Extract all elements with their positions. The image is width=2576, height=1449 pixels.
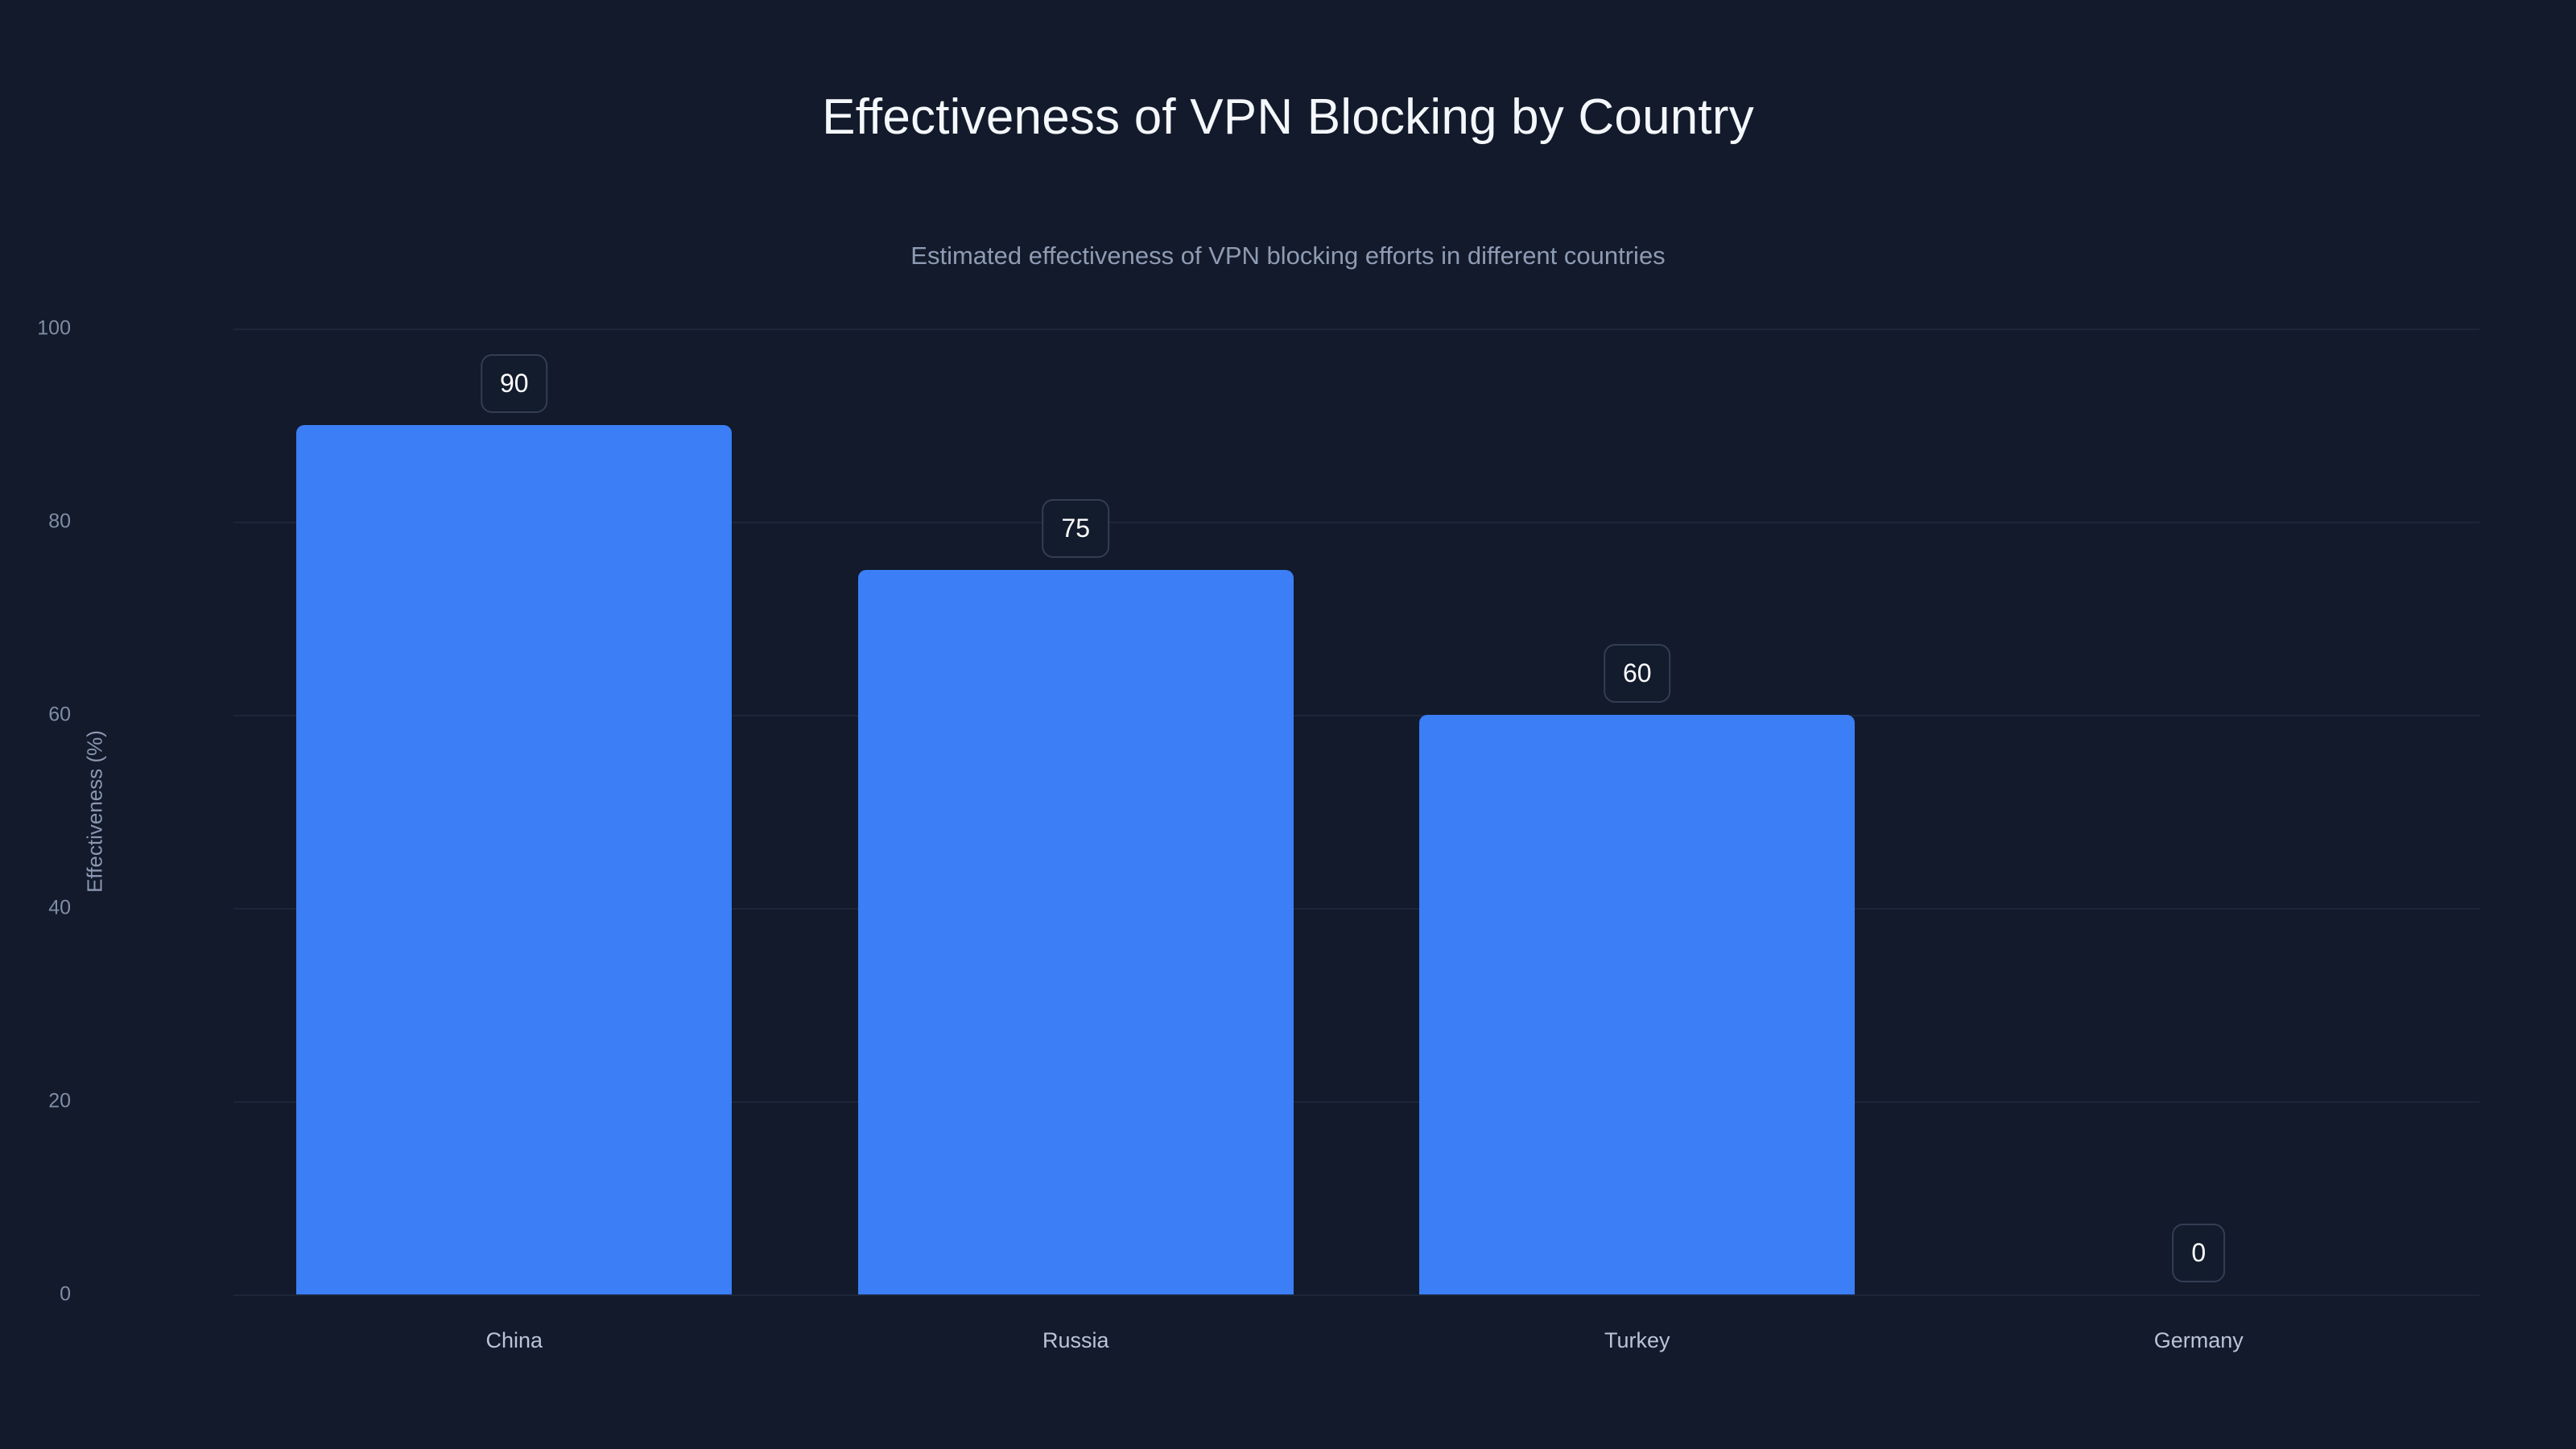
x-axis-label-russia: Russia (1042, 1328, 1109, 1352)
value-label-turkey: 60 (1603, 644, 1671, 703)
y-axis-title: Effectiveness (%) (82, 730, 107, 893)
gridline (233, 715, 2479, 716)
chart-subtitle: Estimated effectiveness of VPN blocking … (910, 242, 1666, 270)
bar-russia[interactable] (857, 570, 1294, 1294)
y-axis-tick-label: 20 (48, 1089, 71, 1113)
x-axis-label-germany: Germany (2153, 1328, 2244, 1352)
chart-title: Effectiveness of VPN Blocking by Country (822, 89, 1754, 145)
bar-turkey[interactable] (1419, 715, 1856, 1294)
value-label-russia: 75 (1042, 499, 1110, 558)
y-axis-tick-label: 100 (37, 316, 71, 340)
value-label-china: 90 (480, 354, 548, 413)
gridline (233, 328, 2479, 330)
gridline (233, 1101, 2479, 1103)
gridline (233, 908, 2479, 910)
plot-area (233, 328, 2479, 1296)
y-axis-tick-label: 60 (48, 703, 71, 726)
y-axis-tick-label: 0 (60, 1282, 71, 1306)
bar-china[interactable] (296, 425, 733, 1294)
y-axis-tick-label: 40 (48, 896, 71, 919)
gridline (233, 522, 2479, 523)
value-label-germany: 0 (2172, 1224, 2226, 1282)
y-axis-tick-label: 80 (48, 510, 71, 533)
x-axis-label-turkey: Turkey (1604, 1328, 1670, 1352)
gridline (233, 1294, 2479, 1296)
x-axis-label-china: China (485, 1328, 543, 1352)
